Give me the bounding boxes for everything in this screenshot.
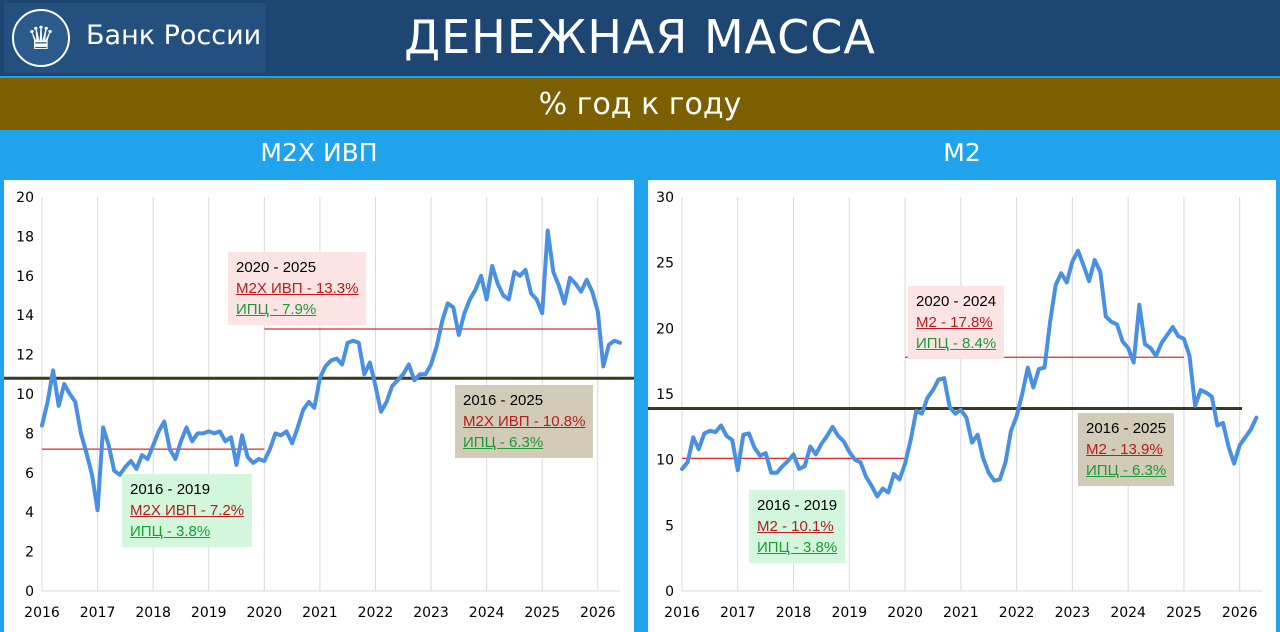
x-tick-label: 2025 — [524, 605, 560, 621]
x-tick-label: 2020 — [246, 605, 282, 621]
x-tick-label: 2021 — [302, 605, 338, 621]
annotation-period: 2020 - 2025 — [236, 259, 317, 276]
y-tick-label: 12 — [16, 348, 34, 364]
double-headed-eagle-icon: ♛ — [12, 9, 70, 67]
y-tick-label: 15 — [656, 387, 674, 403]
x-tick-label: 2025 — [1166, 605, 1202, 621]
y-tick-label: 0 — [25, 584, 34, 600]
y-tick-label: 30 — [656, 190, 674, 206]
right-annotation-2016-2025: 2016 - 2025 М2 - 13.9% ИПЦ - 6.3% — [1078, 413, 1175, 486]
annotation-cpi-value: ИПЦ - 7.9% — [236, 301, 317, 318]
x-tick-label: 2022 — [999, 605, 1035, 621]
annotation-period: 2016 - 2025 — [1086, 420, 1167, 437]
y-tick-label: 6 — [25, 466, 34, 482]
x-tick-label: 2024 — [469, 605, 505, 621]
annotation-money-value: М2 - 17.8% — [916, 314, 993, 331]
y-tick-label: 20 — [656, 321, 674, 337]
y-tick-label: 10 — [656, 453, 674, 469]
annotation-period: 2020 - 2024 — [916, 293, 997, 310]
x-tick-label: 2018 — [135, 605, 171, 621]
right-annotation-2020-2024: 2020 - 2024 М2 - 17.8% ИПЦ - 8.4% — [908, 286, 1005, 359]
x-tick-label: 2018 — [776, 605, 812, 621]
annotation-period: 2016 - 2025 — [463, 392, 544, 409]
right-panel-title: М2 — [943, 138, 981, 167]
x-tick-label: 2021 — [943, 605, 979, 621]
x-tick-label: 2016 — [24, 605, 60, 621]
x-tick-label: 2019 — [191, 605, 227, 621]
y-tick-label: 14 — [16, 308, 34, 324]
annotation-cpi-value: ИПЦ - 3.8% — [757, 539, 838, 556]
subtitle: % год к году — [538, 87, 742, 122]
left-chart-svg: 2016 2017 2018 2019 2020 2021 2022 2023 2024 2025… — [4, 190, 634, 621]
annotation-money-value: М2Х ИВП - 13.3% — [236, 280, 359, 297]
x-tick-label: 2022 — [358, 605, 394, 621]
logo: ♛ Банк России — [4, 3, 266, 73]
left-chart: 2016 2017 2018 2019 2020 2021 2022 2023 2024 2025… — [4, 180, 634, 632]
page-title: ДЕНЕЖНАЯ МАССА — [404, 10, 876, 64]
y-tick-label: 18 — [16, 229, 34, 245]
y-tick-label: 20 — [16, 190, 34, 206]
y-tick-label: 0 — [665, 584, 674, 600]
x-tick-label: 2024 — [1110, 605, 1146, 621]
y-tick-label: 2 — [25, 545, 34, 561]
annotation-period: 2016 - 2019 — [130, 481, 211, 498]
annotation-money-value: М2 - 10.1% — [757, 518, 834, 535]
x-tick-label: 2019 — [831, 605, 867, 621]
annotation-cpi-value: ИПЦ - 8.4% — [916, 335, 997, 352]
x-tick-label: 2023 — [413, 605, 449, 621]
annotation-cpi-value: ИПЦ - 3.8% — [130, 523, 211, 540]
logo-text: Банк России — [86, 20, 262, 51]
subtitle-bar: % год к году — [0, 78, 1280, 130]
y-tick-label: 25 — [656, 256, 674, 272]
annotation-money-value: М2Х ИВП - 7.2% — [130, 502, 245, 519]
y-tick-label: 16 — [16, 269, 34, 285]
annotation-money-value: М2 - 13.9% — [1086, 441, 1163, 458]
x-tick-label: 2020 — [887, 605, 923, 621]
left-panel-title: М2Х ИВП — [260, 138, 378, 167]
y-tick-label: 4 — [25, 505, 34, 521]
x-tick-label: 2023 — [1055, 605, 1091, 621]
right-chart-svg: 2016 2017 2018 2019 2020 2021 2022 2023 2024 2025… — [648, 190, 1262, 621]
series-line-0 — [40, 228, 622, 513]
left-annotation-2016-2025: 2016 - 2025 М2Х ИВП - 10.8% ИПЦ - 6.3% — [455, 385, 594, 458]
header-bar: ♛ Банк России ДЕНЕЖНАЯ МАССА — [0, 0, 1280, 76]
right-annotation-2016-2019: 2016 - 2019 М2 - 10.1% ИПЦ - 3.8% — [749, 490, 846, 563]
x-tick-label: 2026 — [1222, 605, 1258, 621]
x-tick-label: 2017 — [720, 605, 756, 621]
annotation-cpi-value: ИПЦ - 6.3% — [1086, 462, 1167, 479]
left-annotation-2016-2019: 2016 - 2019 М2Х ИВП - 7.2% ИПЦ - 3.8% — [122, 474, 253, 547]
series-line-0 — [680, 248, 1259, 499]
annotation-period: 2016 - 2019 — [757, 497, 838, 514]
x-tick-label: 2026 — [580, 605, 616, 621]
x-tick-label: 2017 — [80, 605, 116, 621]
x-tick-label: 2016 — [664, 605, 700, 621]
y-tick-label: 8 — [25, 426, 34, 442]
y-tick-label: 5 — [665, 518, 674, 534]
annotation-money-value: М2Х ИВП - 10.8% — [463, 413, 586, 430]
right-chart: 2016 2017 2018 2019 2020 2021 2022 2023 2024 2025… — [648, 180, 1276, 632]
left-annotation-2020-2025: 2020 - 2025 М2Х ИВП - 13.3% ИПЦ - 7.9% — [228, 252, 367, 325]
annotation-cpi-value: ИПЦ - 6.3% — [463, 434, 544, 451]
y-tick-label: 10 — [16, 387, 34, 403]
